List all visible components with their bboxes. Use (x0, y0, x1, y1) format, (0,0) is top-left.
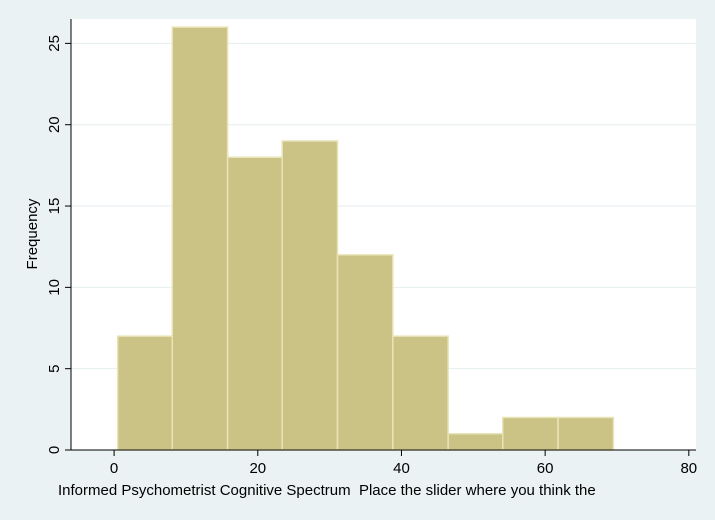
histogram-bar (171, 26, 229, 451)
y-axis-title: Frequency (24, 198, 41, 269)
bars (116, 26, 615, 451)
histogram-bar (502, 416, 559, 451)
y-tick-label: 10 (46, 279, 63, 296)
y-tick-label: 20 (46, 116, 63, 133)
histogram-bar (447, 432, 504, 451)
y-tick-label: 15 (46, 198, 63, 215)
x-axis-title: Informed Psychometrist Cognitive Spectru… (58, 482, 596, 499)
histogram-bar (336, 254, 394, 451)
histogram-bar (281, 140, 339, 451)
x-tick-label: 0 (110, 460, 118, 477)
y-tick-label: 5 (46, 365, 63, 373)
x-tick-label: 40 (393, 460, 410, 477)
histogram-bar (392, 335, 449, 451)
histogram-bar (557, 416, 615, 451)
y-tick-label: 25 (46, 35, 63, 52)
histogram-bar (116, 335, 174, 451)
y-ticks: 0 5 10 15 20 25 (46, 35, 71, 454)
x-tick-label: 80 (680, 460, 697, 477)
y-tick-label: 0 (46, 446, 63, 454)
x-tick-label: 60 (537, 460, 554, 477)
x-tick-label: 20 (249, 460, 266, 477)
x-ticks: 0 20 40 60 80 (110, 450, 697, 477)
histogram-bar (226, 156, 283, 451)
